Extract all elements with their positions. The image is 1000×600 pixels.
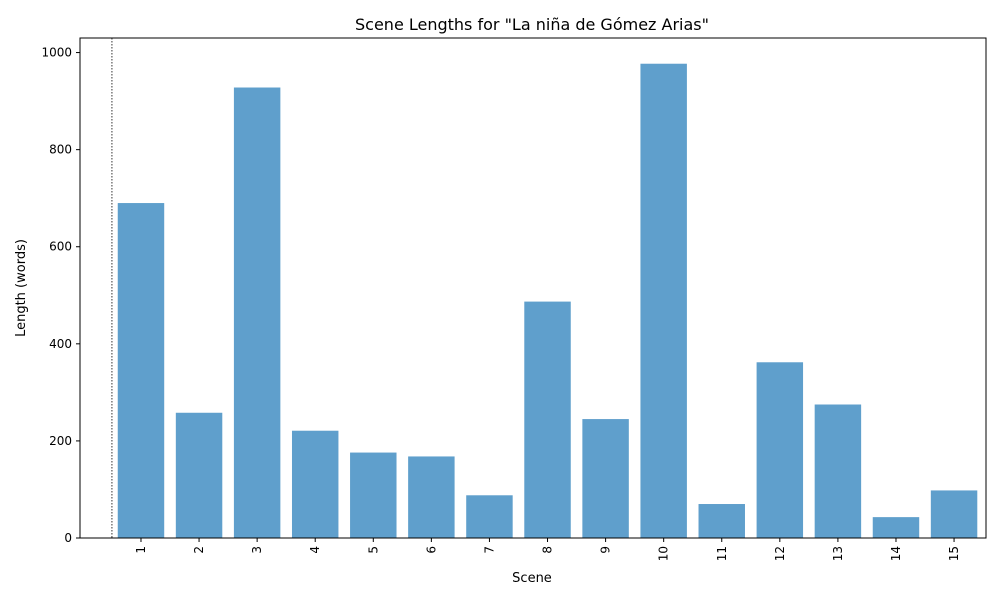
x-tick-label: 14 <box>889 546 903 561</box>
plot-area-frame <box>79 37 987 539</box>
x-axis-label: Scene <box>512 571 552 586</box>
bar-scene-7 <box>466 495 513 538</box>
bar-scene-5 <box>350 452 397 538</box>
y-tick-label: 0 <box>64 531 72 545</box>
bar-scene-12 <box>756 362 804 538</box>
x-tick-label: 15 <box>947 546 961 561</box>
x-tick-label: 2 <box>192 546 206 554</box>
bar-scene-4 <box>291 430 339 538</box>
x-tick-label: 8 <box>541 546 555 554</box>
x-tick-label: 3 <box>250 546 264 554</box>
x-tick-label: 1 <box>134 546 148 554</box>
x-tick-label: 9 <box>599 546 613 554</box>
x-tick-label: 11 <box>715 546 729 561</box>
x-tick-label: 5 <box>366 546 380 554</box>
x-tick-label: 7 <box>482 546 496 554</box>
bar-scene-10 <box>640 63 687 539</box>
y-tick-label: 800 <box>49 143 72 157</box>
bar-scene-11 <box>698 504 745 538</box>
y-axis-ticks: 0 200 400 600 800 1000 <box>41 46 80 545</box>
x-tick-label: 10 <box>657 546 671 561</box>
bar-scene-15 <box>930 490 978 538</box>
bar-scene-13 <box>814 404 862 538</box>
bar-scene-2 <box>175 412 223 538</box>
y-tick-label: 600 <box>49 240 72 254</box>
y-axis-label: Length (words) <box>14 239 29 337</box>
x-tick-label: 4 <box>308 546 322 554</box>
y-tick-label: 200 <box>49 434 72 448</box>
bars-group <box>117 63 978 539</box>
x-tick-label: 6 <box>424 546 438 554</box>
x-tick-label: 13 <box>831 546 845 561</box>
bar-scene-14 <box>872 517 920 538</box>
x-tick-label: 12 <box>773 546 787 561</box>
y-tick-label: 1000 <box>41 46 72 60</box>
x-axis-ticks: 1 2 3 4 5 6 7 8 9 10 11 12 13 14 15 <box>134 538 961 561</box>
bar-scene-3 <box>233 87 281 539</box>
bar-scene-1 <box>117 203 165 539</box>
y-tick-label: 400 <box>49 337 72 351</box>
bar-scene-9 <box>582 419 629 538</box>
bar-scene-8 <box>524 301 571 538</box>
chart-title: Scene Lengths for "La niña de Gómez Aria… <box>355 15 709 34</box>
bar-scene-6 <box>408 456 455 538</box>
